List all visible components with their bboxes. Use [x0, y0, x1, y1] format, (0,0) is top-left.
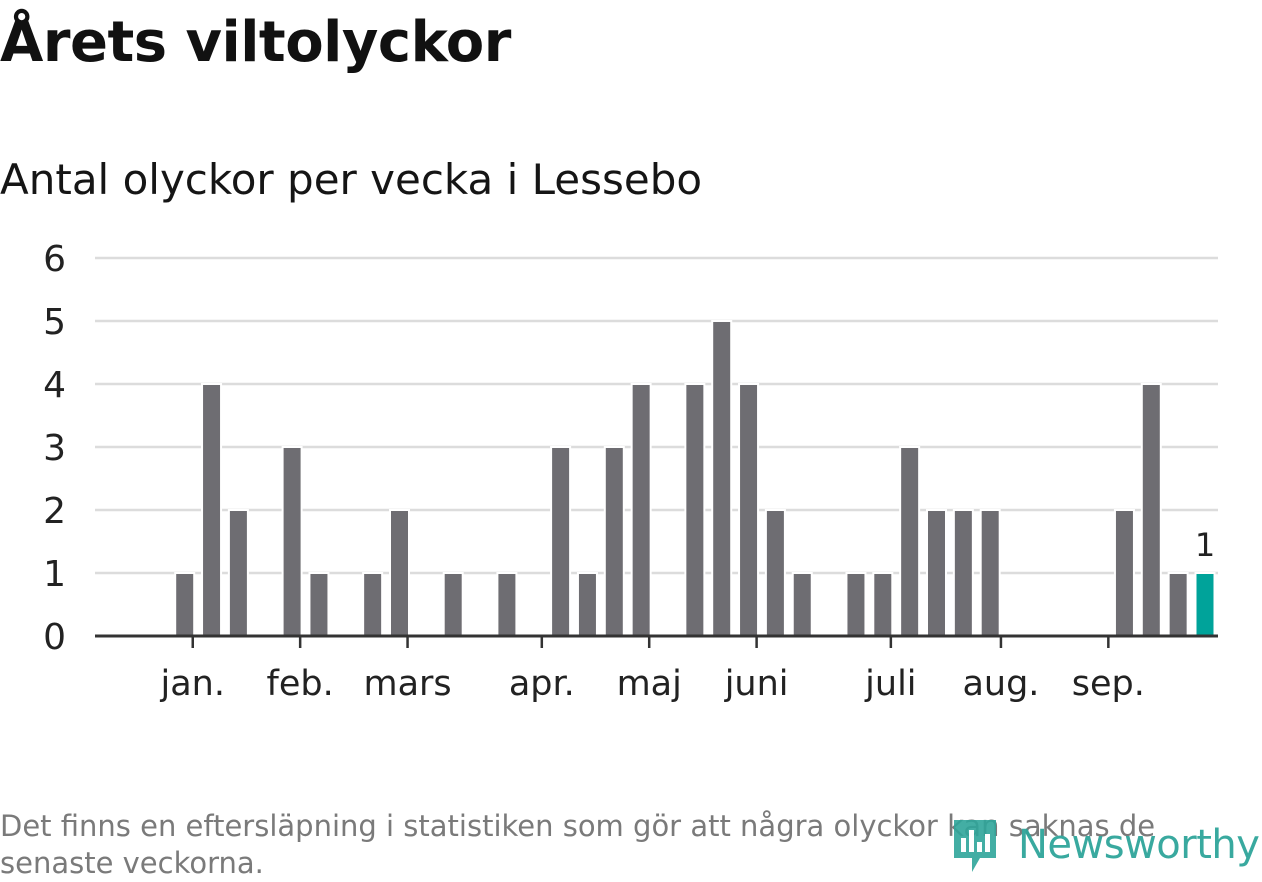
- bar: [389, 509, 410, 637]
- bar: [550, 446, 572, 637]
- bar: [764, 509, 786, 637]
- x-tick-label: apr.: [509, 664, 575, 704]
- bar: [979, 509, 1001, 637]
- bar: [576, 572, 598, 637]
- bar: [899, 446, 921, 637]
- bar: [711, 320, 733, 637]
- x-tick-label: mars: [363, 664, 451, 704]
- bar: [308, 572, 330, 637]
- x-tick-label: sep.: [1072, 664, 1145, 704]
- x-tick-label: juli: [864, 664, 916, 704]
- bar: [926, 509, 947, 637]
- newsworthy-logo-icon: [954, 820, 996, 872]
- y-tick-label: 5: [43, 302, 66, 343]
- x-tick-label: jan.: [160, 664, 225, 704]
- bar: [630, 383, 652, 637]
- bar: [1113, 509, 1135, 637]
- bar: [442, 572, 464, 637]
- bar: [872, 572, 894, 637]
- data-label: 1: [1195, 526, 1215, 564]
- bar-highlight: [1194, 572, 1216, 637]
- bar: [791, 572, 813, 637]
- x-tick-label: aug.: [962, 664, 1039, 704]
- y-tick-label: 4: [43, 365, 66, 406]
- chart-subtitle: Antal olyckor per vecka i Lessebo: [0, 155, 703, 204]
- x-tick-label: maj: [617, 664, 682, 704]
- y-tick-label: 2: [43, 491, 66, 532]
- x-tick-label: juni: [724, 664, 789, 704]
- bar: [227, 509, 249, 637]
- bar: [1167, 572, 1189, 637]
- chart-title: Årets viltolyckor: [0, 10, 511, 75]
- bar: [684, 383, 706, 637]
- y-tick-label: 3: [43, 428, 66, 469]
- brand-name: Newsworthy: [1018, 822, 1260, 868]
- y-tick-label: 0: [43, 617, 66, 658]
- y-tick-label: 6: [43, 239, 66, 280]
- bar: [738, 383, 760, 637]
- x-tick-label: feb.: [267, 664, 334, 704]
- newsworthy-logo: Newsworthy: [950, 812, 1260, 878]
- bar: [201, 383, 223, 637]
- y-tick-label: 1: [43, 554, 66, 595]
- bar: [845, 572, 867, 637]
- bar: [496, 572, 518, 637]
- bar: [952, 509, 974, 637]
- bar: [362, 572, 384, 637]
- bar: [281, 446, 303, 637]
- bar: [603, 446, 625, 637]
- bar: [1140, 383, 1162, 637]
- bar: [174, 572, 196, 637]
